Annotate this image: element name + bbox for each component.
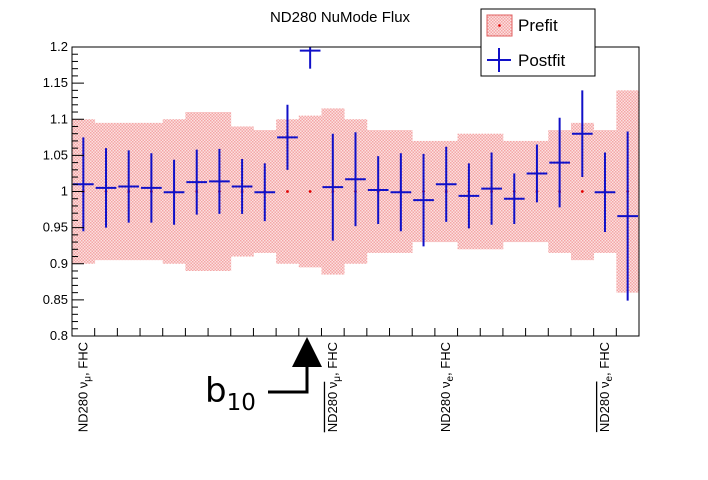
postfit-point <box>322 133 344 241</box>
y-tick-label: 1.05 <box>43 147 68 162</box>
legend-postfit-label: Postfit <box>518 51 566 70</box>
postfit-point <box>345 132 366 227</box>
postfit-point <box>571 90 593 178</box>
prefit-point <box>308 190 312 193</box>
prefit-point <box>286 190 289 193</box>
x-category-label: ND280 νe, FHC <box>597 342 615 432</box>
y-tick-label: 0.95 <box>43 220 68 235</box>
postfit-point <box>186 149 208 215</box>
legend-prefit-label: Prefit <box>518 16 558 35</box>
postfit-point <box>594 152 616 232</box>
x-category-label: ND280 νμ, FHC <box>325 342 343 432</box>
y-axis: 0.8 0.85 0.9 0.95 1 1.05 1.1 1.15 1.2 <box>43 39 84 343</box>
postfit-point <box>95 148 117 228</box>
chart-title: ND280 NuMode Flux <box>270 9 411 26</box>
postfit-point <box>141 153 162 223</box>
postfit-point <box>458 163 480 229</box>
x-category-label: ND280 νe, FHC <box>438 342 456 432</box>
legend: Prefit Postfit <box>480 8 596 77</box>
y-tick-label: 1.2 <box>50 39 68 54</box>
annotation-arrow <box>268 337 322 394</box>
postfit-point <box>209 148 230 214</box>
postfit-point <box>435 146 457 222</box>
y-tick-label: 0.85 <box>43 292 68 307</box>
x-category-label: ND280 νμ, FHC <box>75 342 93 432</box>
postfit-point <box>254 163 276 222</box>
y-tick-label: 1.1 <box>50 111 68 126</box>
postfit-point <box>481 152 502 225</box>
x-axis-ticks <box>71 328 640 336</box>
postfit-point <box>299 47 321 69</box>
y-tick-label: 0.8 <box>50 328 68 343</box>
postfit-point <box>367 156 389 225</box>
postfit-point <box>413 153 434 247</box>
postfit-point <box>617 131 638 301</box>
y-tick-label: 1.15 <box>43 75 68 90</box>
prefit-point <box>580 190 584 193</box>
annotation-label: b10 <box>205 371 256 416</box>
y-tick-label: 0.9 <box>50 256 68 271</box>
postfit-point <box>163 159 185 225</box>
y-tick-label: 1 <box>61 184 68 199</box>
postfit-point <box>526 144 548 203</box>
postfit-points <box>73 47 638 301</box>
x-category-labels: ND280 νμ, FHC ND280 νμ, FHC ND280 νe, FHC N… <box>75 342 615 432</box>
postfit-point <box>277 104 298 170</box>
postfit-point <box>231 158 253 214</box>
postfit-point <box>549 117 570 208</box>
postfit-point <box>503 173 525 225</box>
postfit-point <box>390 153 412 232</box>
bin-annotation: b10 <box>205 337 322 416</box>
postfit-point <box>118 150 140 223</box>
legend-prefit-marker <box>498 24 501 27</box>
